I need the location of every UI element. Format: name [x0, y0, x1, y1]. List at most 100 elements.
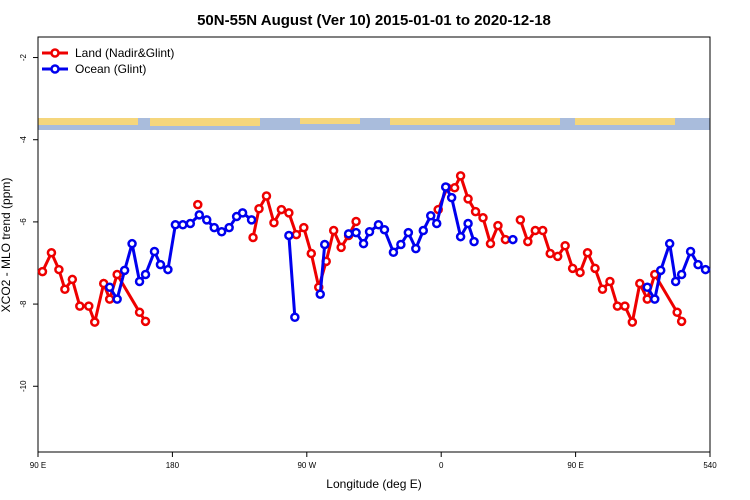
point — [328, 225, 339, 236]
point — [642, 282, 653, 292]
point — [104, 282, 115, 292]
point — [112, 294, 122, 304]
point — [112, 269, 122, 280]
point — [75, 301, 85, 311]
point — [411, 243, 421, 254]
point — [560, 240, 570, 251]
y-tick-label: -4 — [19, 136, 28, 144]
point — [664, 238, 675, 249]
point — [343, 229, 354, 239]
legend: Land (Nadir&Glint) Ocean (Glint) — [42, 46, 174, 76]
point — [523, 236, 533, 247]
legend-marker — [50, 64, 60, 74]
point — [306, 248, 317, 259]
legend-label: Land (Nadir&Glint) — [75, 46, 174, 60]
point — [194, 210, 205, 220]
point — [193, 199, 203, 210]
point — [567, 263, 578, 274]
point — [140, 316, 151, 327]
point — [670, 276, 681, 287]
point — [284, 230, 294, 241]
legend-marker — [50, 48, 60, 58]
point — [605, 276, 615, 287]
point — [455, 231, 466, 242]
point — [319, 239, 330, 250]
point — [155, 259, 166, 270]
point — [655, 265, 666, 276]
x-tick-label: 90 E — [30, 461, 46, 470]
x-axis-label: Longitude (deg E) — [326, 477, 421, 491]
point — [418, 225, 429, 236]
x-tick-label: 180 — [166, 461, 180, 470]
point — [254, 204, 264, 214]
point — [46, 247, 57, 258]
point — [649, 294, 660, 304]
point — [284, 208, 294, 218]
point — [246, 215, 257, 225]
point — [315, 289, 325, 299]
point — [463, 218, 473, 229]
point — [431, 218, 442, 229]
x-tick-label: 90 E — [567, 461, 583, 470]
point — [60, 284, 70, 295]
point — [89, 317, 100, 327]
point — [269, 217, 279, 228]
point — [201, 215, 212, 225]
point — [364, 227, 375, 237]
point — [140, 269, 151, 280]
point — [515, 215, 526, 225]
point — [373, 220, 384, 230]
point — [685, 246, 696, 257]
x-tick-label: 0 — [439, 461, 444, 470]
point — [440, 182, 451, 192]
point — [237, 208, 248, 218]
point — [446, 192, 457, 203]
point — [379, 224, 390, 235]
plot-frame — [37, 36, 711, 453]
land-ocean-strip — [38, 118, 710, 130]
point — [463, 194, 473, 204]
point — [672, 307, 682, 318]
point — [693, 259, 703, 270]
point — [676, 316, 687, 327]
point — [597, 284, 608, 295]
point — [54, 264, 64, 275]
point — [537, 225, 548, 236]
point — [627, 317, 638, 327]
point — [290, 312, 300, 322]
point — [127, 238, 137, 249]
point — [358, 238, 369, 249]
y-tick-label: -8 — [19, 300, 28, 308]
point — [552, 251, 563, 262]
point — [530, 225, 541, 236]
y-tick-label: -10 — [19, 380, 28, 392]
point — [642, 294, 653, 304]
point — [485, 238, 496, 249]
point — [612, 301, 623, 311]
point — [635, 278, 645, 289]
point — [178, 220, 188, 230]
point — [134, 307, 145, 318]
point — [575, 267, 585, 278]
point — [209, 222, 219, 233]
point — [545, 248, 555, 259]
point — [67, 274, 78, 285]
point — [388, 247, 399, 258]
point — [185, 218, 196, 229]
point — [37, 266, 48, 277]
point — [119, 265, 130, 276]
point — [170, 220, 181, 230]
point — [590, 263, 600, 274]
point — [469, 236, 479, 247]
point — [500, 234, 511, 245]
y-axis-label: XCO2 - MLO trend (ppm) — [0, 178, 13, 313]
chart-title: 50N-55N August (Ver 10) 2015-01-01 to 20… — [197, 12, 551, 29]
point — [676, 269, 687, 280]
point — [104, 294, 115, 304]
point — [396, 239, 406, 250]
point — [620, 301, 630, 311]
point — [493, 220, 503, 231]
point — [508, 234, 518, 245]
point — [403, 227, 414, 238]
